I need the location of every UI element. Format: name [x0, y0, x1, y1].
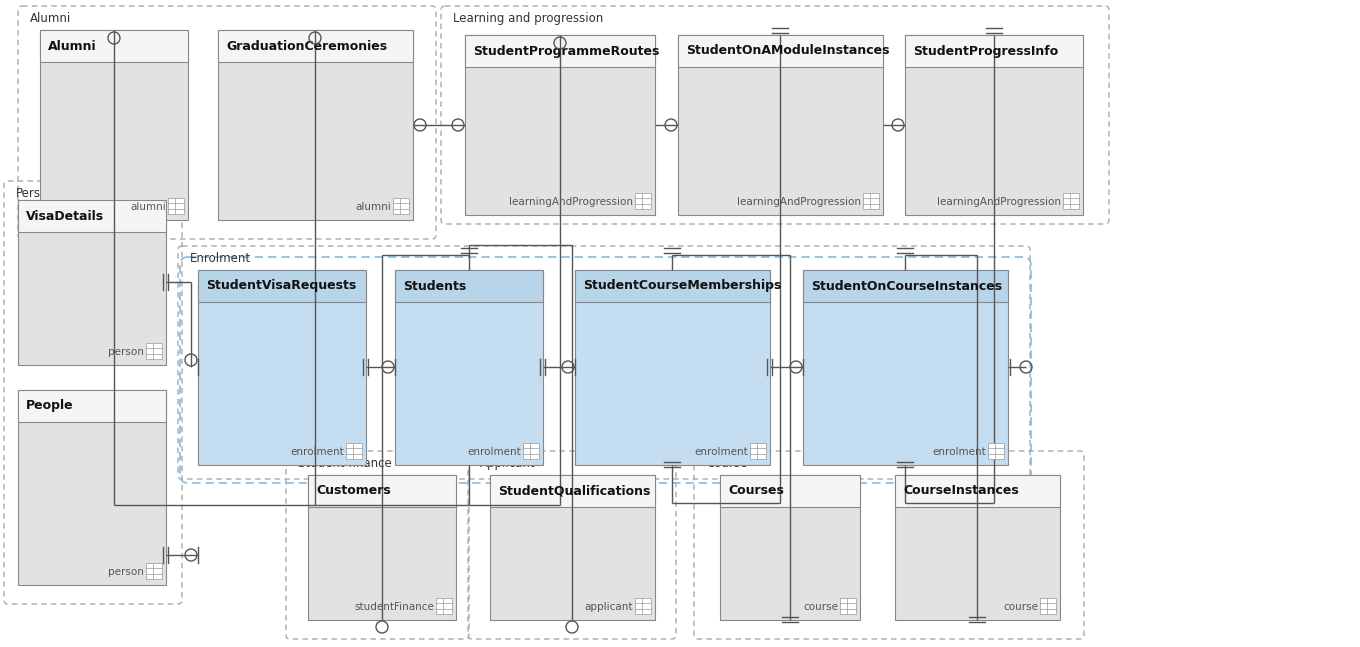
Text: learningAndProgression: learningAndProgression — [509, 197, 632, 207]
Text: enrolment: enrolment — [468, 447, 521, 457]
Text: person: person — [109, 567, 144, 577]
FancyBboxPatch shape — [895, 475, 1059, 620]
FancyBboxPatch shape — [635, 193, 651, 209]
FancyBboxPatch shape — [490, 475, 656, 620]
FancyBboxPatch shape — [465, 35, 656, 67]
FancyBboxPatch shape — [169, 198, 184, 214]
Text: Person: Person — [16, 187, 56, 200]
FancyBboxPatch shape — [679, 35, 883, 67]
Text: Customers: Customers — [316, 485, 390, 498]
Text: applicant: applicant — [585, 602, 632, 612]
FancyBboxPatch shape — [895, 475, 1059, 507]
FancyBboxPatch shape — [18, 200, 166, 365]
Text: Alumni: Alumni — [48, 39, 97, 52]
FancyBboxPatch shape — [679, 35, 883, 215]
Text: alumni: alumni — [131, 202, 166, 212]
FancyBboxPatch shape — [199, 270, 366, 302]
Text: Learning and progression: Learning and progression — [453, 12, 604, 25]
Text: StudentCourseMemberships: StudentCourseMemberships — [583, 280, 782, 292]
FancyBboxPatch shape — [218, 30, 413, 220]
Text: course: course — [802, 602, 838, 612]
Text: studentFinance: studentFinance — [354, 602, 434, 612]
Text: course: course — [1004, 602, 1038, 612]
FancyBboxPatch shape — [437, 598, 452, 614]
FancyBboxPatch shape — [146, 343, 162, 359]
Text: Alumni: Alumni — [30, 12, 71, 25]
FancyBboxPatch shape — [393, 198, 409, 214]
FancyBboxPatch shape — [524, 443, 539, 459]
Text: Courses: Courses — [728, 485, 783, 498]
FancyBboxPatch shape — [39, 30, 188, 220]
FancyBboxPatch shape — [307, 475, 456, 620]
Text: StudentProgressInfo: StudentProgressInfo — [913, 45, 1058, 58]
FancyBboxPatch shape — [1064, 193, 1078, 209]
FancyBboxPatch shape — [199, 270, 366, 465]
Text: alumni: alumni — [355, 202, 392, 212]
Text: learningAndProgression: learningAndProgression — [937, 197, 1061, 207]
FancyBboxPatch shape — [864, 193, 879, 209]
FancyBboxPatch shape — [18, 200, 166, 232]
Text: StudentOnCourseInstances: StudentOnCourseInstances — [811, 280, 1002, 292]
FancyBboxPatch shape — [39, 30, 188, 62]
Text: People: People — [26, 399, 73, 413]
FancyBboxPatch shape — [575, 270, 770, 465]
FancyBboxPatch shape — [18, 390, 166, 422]
Text: learningAndProgression: learningAndProgression — [737, 197, 861, 207]
Text: StudentQualifications: StudentQualifications — [498, 485, 650, 498]
FancyBboxPatch shape — [575, 270, 770, 302]
Text: GraduationCeremonies: GraduationCeremonies — [226, 39, 388, 52]
FancyBboxPatch shape — [490, 475, 656, 507]
Text: StudentProgrammeRoutes: StudentProgrammeRoutes — [473, 45, 660, 58]
Text: VisaDetails: VisaDetails — [26, 210, 105, 223]
Text: enrolment: enrolment — [932, 447, 986, 457]
Text: Course: Course — [706, 457, 747, 470]
FancyBboxPatch shape — [749, 443, 766, 459]
Text: enrolment: enrolment — [290, 447, 344, 457]
FancyBboxPatch shape — [840, 598, 855, 614]
FancyBboxPatch shape — [307, 475, 456, 507]
FancyBboxPatch shape — [394, 270, 543, 302]
Text: Student finance: Student finance — [298, 457, 392, 470]
FancyBboxPatch shape — [465, 35, 656, 215]
FancyBboxPatch shape — [18, 390, 166, 585]
FancyBboxPatch shape — [635, 598, 651, 614]
FancyBboxPatch shape — [1040, 598, 1055, 614]
Text: CourseInstances: CourseInstances — [903, 485, 1019, 498]
Text: StudentVisaRequests: StudentVisaRequests — [205, 280, 356, 292]
FancyBboxPatch shape — [218, 30, 413, 62]
FancyBboxPatch shape — [987, 443, 1004, 459]
Text: Enrolment: Enrolment — [190, 252, 252, 265]
FancyBboxPatch shape — [719, 475, 860, 507]
Text: person: person — [109, 347, 144, 357]
FancyBboxPatch shape — [802, 270, 1008, 465]
FancyBboxPatch shape — [394, 270, 543, 465]
Text: enrolment: enrolment — [694, 447, 748, 457]
FancyBboxPatch shape — [904, 35, 1083, 215]
FancyBboxPatch shape — [146, 563, 162, 579]
FancyBboxPatch shape — [345, 443, 362, 459]
Text: Students: Students — [403, 280, 466, 292]
Text: Applicant: Applicant — [480, 457, 536, 470]
FancyBboxPatch shape — [904, 35, 1083, 67]
Text: StudentOnAModuleInstances: StudentOnAModuleInstances — [685, 45, 889, 58]
FancyBboxPatch shape — [719, 475, 860, 620]
FancyBboxPatch shape — [802, 270, 1008, 302]
